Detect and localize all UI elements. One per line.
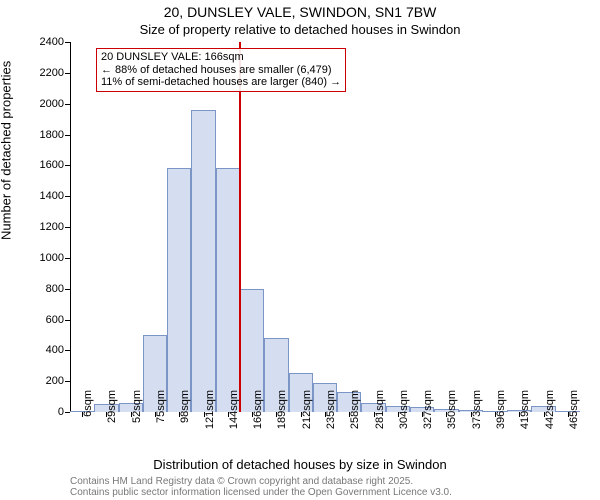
x-tick-label: 396sqm [495,390,507,450]
x-tick-label: 465sqm [568,390,580,450]
y-tick [65,73,70,74]
y-tick [65,381,70,382]
y-tick [65,320,70,321]
property-marker-line [239,42,241,412]
y-tick-label: 1400 [24,190,64,202]
footer-attribution: Contains HM Land Registry data © Crown c… [70,476,452,498]
y-tick-label: 200 [24,375,64,387]
y-tick [65,196,70,197]
y-tick [65,165,70,166]
x-tick-label: 6sqm [82,390,94,450]
x-tick-label: 442sqm [544,390,556,450]
x-tick-label: 304sqm [398,390,410,450]
x-tick-label: 52sqm [131,390,143,450]
annotation-line3: 11% of semi-detached houses are larger (… [101,76,341,89]
histogram-bar [191,110,215,412]
y-axis [70,42,71,412]
x-tick-label: 373sqm [471,390,483,450]
x-tick-label: 98sqm [179,390,191,450]
x-tick-label: 350sqm [446,390,458,450]
x-axis-label: Distribution of detached houses by size … [0,457,600,472]
histogram-chart: 20, DUNSLEY VALE, SWINDON, SN1 7BW Size … [0,0,600,500]
x-tick-label: 235sqm [325,390,337,450]
y-tick [65,42,70,43]
footer-line2: Contains public sector information licen… [70,487,452,498]
y-tick-label: 1000 [24,252,64,264]
y-tick-label: 0 [24,406,64,418]
histogram-bar [216,168,240,412]
y-tick-label: 400 [24,344,64,356]
annotation-line2: ← 88% of detached houses are smaller (6,… [101,64,341,77]
plot-area: 0200400600800100012001400160018002000220… [70,42,580,412]
y-tick [65,350,70,351]
x-tick-label: 281sqm [374,390,386,450]
x-tick-label: 189sqm [276,390,288,450]
annotation-box: 20 DUNSLEY VALE: 166sqm← 88% of detached… [96,48,346,92]
y-tick [65,289,70,290]
footer-line1: Contains HM Land Registry data © Crown c… [70,476,452,487]
x-tick-label: 258sqm [349,390,361,450]
y-tick [65,258,70,259]
y-tick-label: 800 [24,283,64,295]
y-tick-label: 1200 [24,221,64,233]
y-tick [65,412,70,413]
chart-title-line2: Size of property relative to detached ho… [0,22,600,37]
y-tick [65,135,70,136]
y-tick-label: 2000 [24,98,64,110]
x-tick-label: 121sqm [204,390,216,450]
x-tick-label: 327sqm [422,390,434,450]
y-tick [65,104,70,105]
y-tick-label: 2400 [24,36,64,48]
x-tick-label: 212sqm [301,390,313,450]
y-tick-label: 2200 [24,67,64,79]
y-tick-label: 600 [24,314,64,326]
histogram-bar [167,168,191,412]
y-tick-label: 1800 [24,129,64,141]
annotation-line1: 20 DUNSLEY VALE: 166sqm [101,51,341,64]
y-tick-label: 1600 [24,159,64,171]
y-tick [65,227,70,228]
x-tick-label: 166sqm [252,390,264,450]
x-tick-label: 419sqm [519,390,531,450]
x-tick-label: 29sqm [106,390,118,450]
y-axis-label: Number of detached properties [0,61,14,240]
chart-title-line1: 20, DUNSLEY VALE, SWINDON, SN1 7BW [0,4,600,20]
x-tick-label: 75sqm [155,390,167,450]
